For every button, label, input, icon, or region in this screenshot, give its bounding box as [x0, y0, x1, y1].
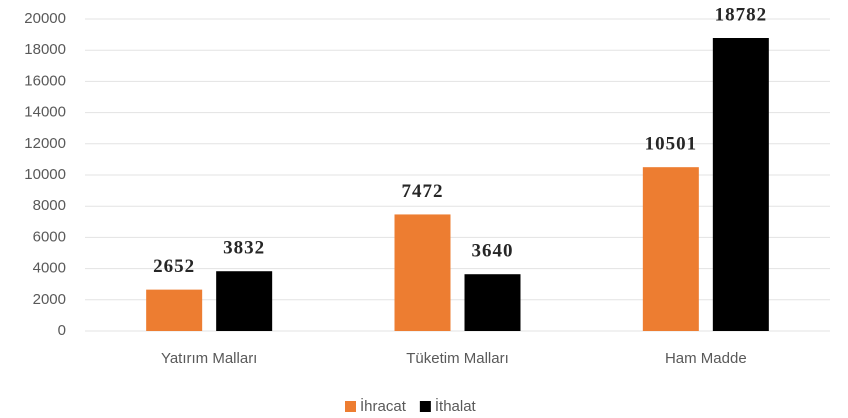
legend-label: İhracat	[360, 397, 407, 415]
x-tick-label: Tüketim Malları	[406, 350, 509, 367]
legend-swatch	[345, 401, 356, 412]
y-tick-label: 18000	[24, 41, 66, 58]
legend-label: İthalat	[435, 397, 477, 415]
bar	[146, 289, 203, 331]
x-tick-label: Ham Madde	[665, 350, 747, 367]
data-label: 10501	[645, 134, 698, 155]
data-label: 2652	[153, 256, 195, 277]
bar	[712, 38, 769, 332]
bar	[216, 271, 273, 331]
y-tick-label: 4000	[33, 260, 66, 277]
data-label: 3640	[472, 241, 514, 262]
data-label: 7472	[402, 181, 444, 202]
y-tick-label: 12000	[24, 135, 66, 152]
data-label: 3832	[223, 238, 265, 259]
y-tick-label: 6000	[33, 228, 66, 245]
data-label: 18782	[715, 4, 768, 25]
y-tick-label: 10000	[24, 166, 66, 183]
bar	[642, 167, 699, 331]
y-tick-label: 8000	[33, 197, 66, 214]
bar	[464, 274, 521, 331]
y-tick-label: 2000	[33, 291, 66, 308]
y-tick-label: 20000	[24, 10, 66, 27]
x-tick-label: Yatırım Malları	[161, 350, 257, 367]
y-tick-label: 0	[58, 322, 66, 339]
bar	[394, 214, 451, 331]
y-tick-label: 14000	[24, 104, 66, 121]
y-tick-label: 16000	[24, 72, 66, 89]
legend-swatch	[419, 401, 431, 412]
